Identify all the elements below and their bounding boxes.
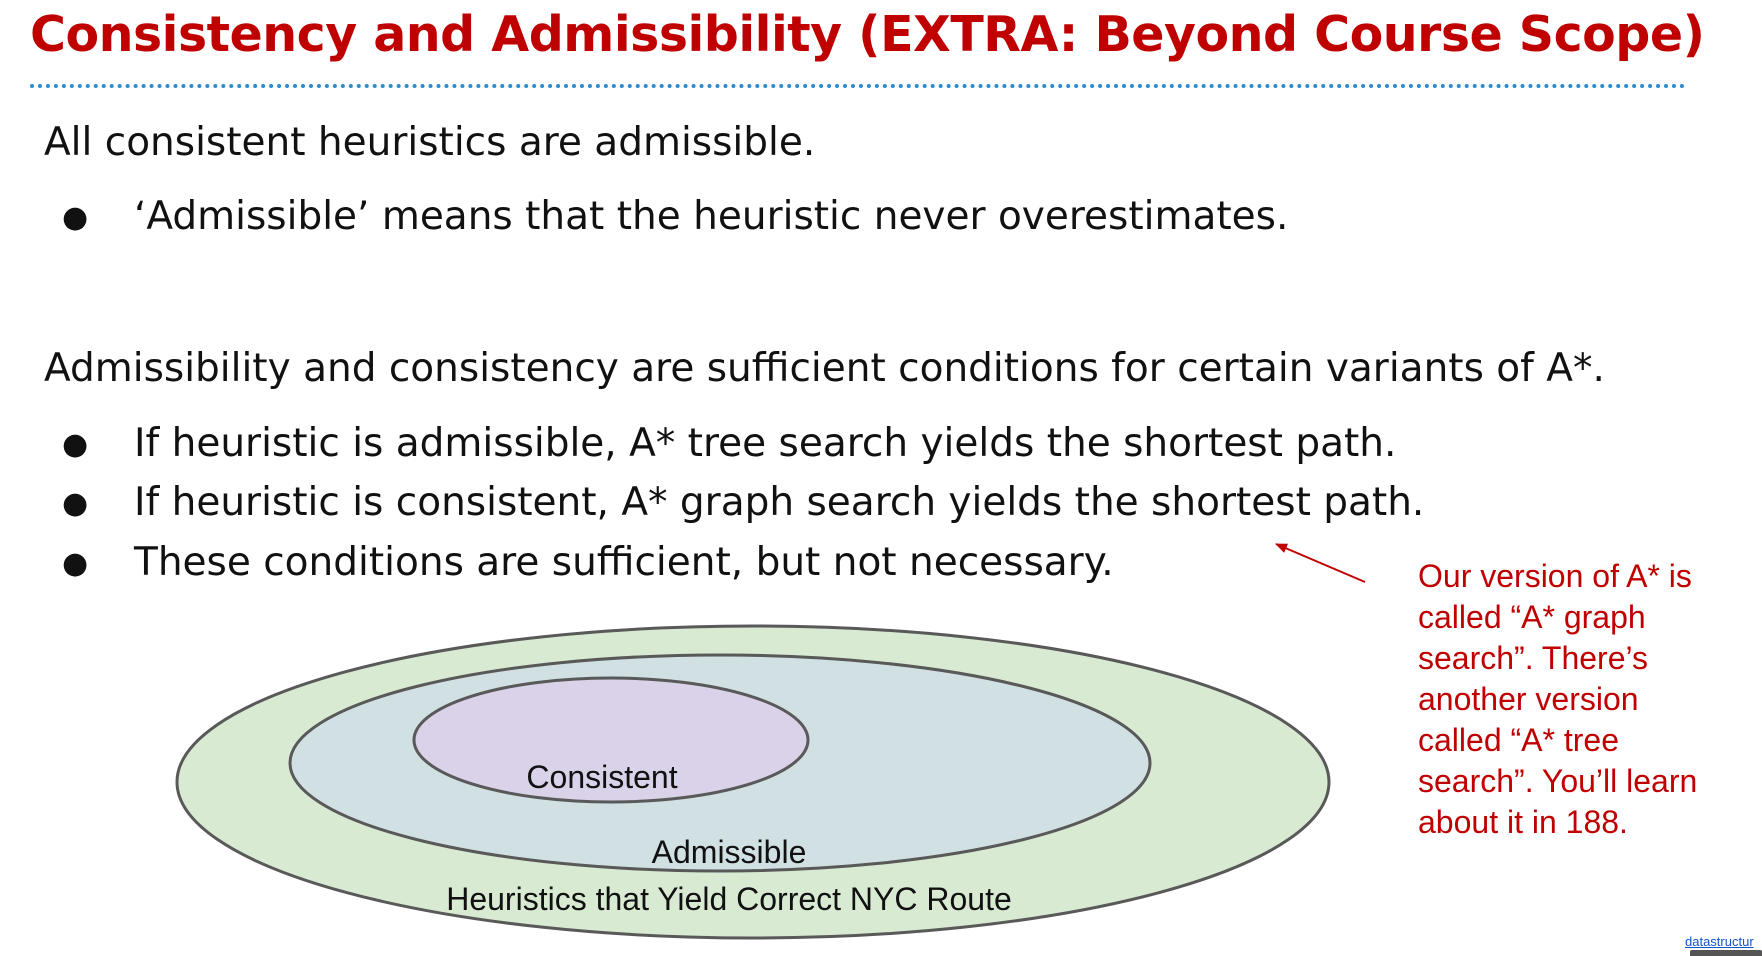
bullet-graph-search: If heuristic is consistent, A* graph sea… <box>134 480 1425 525</box>
annotation-line: search”. You’ll learn <box>1418 763 1698 799</box>
paragraph-sufficient-conditions: Admissibility and consistency are suffic… <box>44 346 1605 391</box>
annotation-line: called “A* graph <box>1418 599 1646 635</box>
bullet-admissible-definition: ‘Admissible’ means that the heuristic ne… <box>134 194 1289 239</box>
annotation-note: Our version of A* is called “A* graph se… <box>1418 556 1748 843</box>
annotation-line: called “A* tree <box>1418 722 1619 758</box>
license-badge <box>1690 950 1762 956</box>
paragraph-consistent-admissible: All consistent heuristics are admissible… <box>44 120 816 165</box>
inner-label: Consistent <box>526 759 677 795</box>
annotation-arrow <box>1275 543 1366 583</box>
bullet-tree-search: If heuristic is admissible, A* tree sear… <box>134 421 1397 466</box>
outer-label: Heuristics that Yield Correct NYC Route <box>446 881 1012 917</box>
footer-link[interactable]: datastructur <box>1685 934 1754 949</box>
annotation-line: another version <box>1418 681 1639 717</box>
annotation-line: Our version of A* is <box>1418 558 1692 594</box>
annotation-line: about it in 188. <box>1418 804 1628 840</box>
annotation-line: search”. There’s <box>1418 640 1649 676</box>
slide-title: Consistency and Admissibility (EXTRA: Be… <box>30 6 1705 63</box>
bullet-marker: ● <box>62 486 89 521</box>
bullet-marker: ● <box>62 546 89 581</box>
middle-label: Admissible <box>652 834 807 870</box>
bullet-sufficient-not-necessary: These conditions are sufficient, but not… <box>134 540 1114 585</box>
inner-ellipse-consistent <box>412 676 810 804</box>
bullet-marker: ● <box>62 427 89 462</box>
title-divider <box>30 84 1686 88</box>
bullet-marker: ● <box>62 200 89 235</box>
